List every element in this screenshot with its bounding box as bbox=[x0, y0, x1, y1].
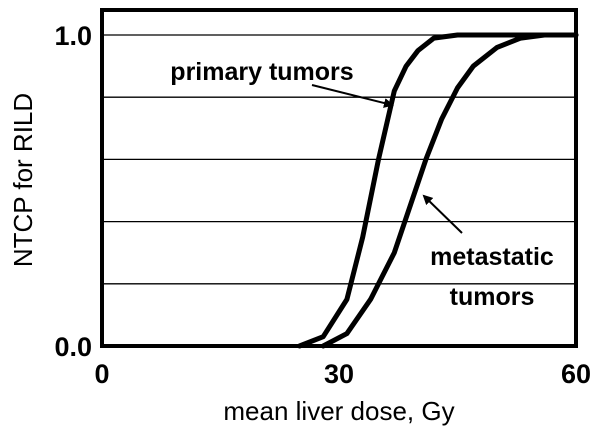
y-tick-label: 1.0 bbox=[54, 21, 92, 51]
annotation-arrow bbox=[422, 194, 463, 234]
gridlines bbox=[102, 34, 576, 285]
x-tick-label: 30 bbox=[324, 359, 354, 389]
series-line bbox=[320, 32, 579, 349]
series-line bbox=[297, 32, 579, 349]
plot-frame bbox=[100, 8, 578, 348]
x-tick-label: 0 bbox=[94, 359, 109, 389]
annotation-text: metastatic bbox=[430, 243, 554, 271]
annotations: primary tumors metastatic tumors bbox=[170, 58, 554, 311]
series-lines bbox=[297, 32, 579, 349]
annotation-arrow bbox=[311, 84, 394, 108]
annotation-text: primary tumors bbox=[170, 58, 353, 86]
y-axis-label: NTCP for RILD bbox=[8, 93, 38, 267]
tick-labels: 0 30 60 0.0 1.0 bbox=[54, 21, 591, 389]
y-tick-label: 0.0 bbox=[54, 332, 92, 362]
annotation-text: tumors bbox=[450, 283, 535, 311]
x-axis-label: mean liver dose, Gy bbox=[223, 396, 454, 426]
x-tick-label: 60 bbox=[561, 359, 591, 389]
